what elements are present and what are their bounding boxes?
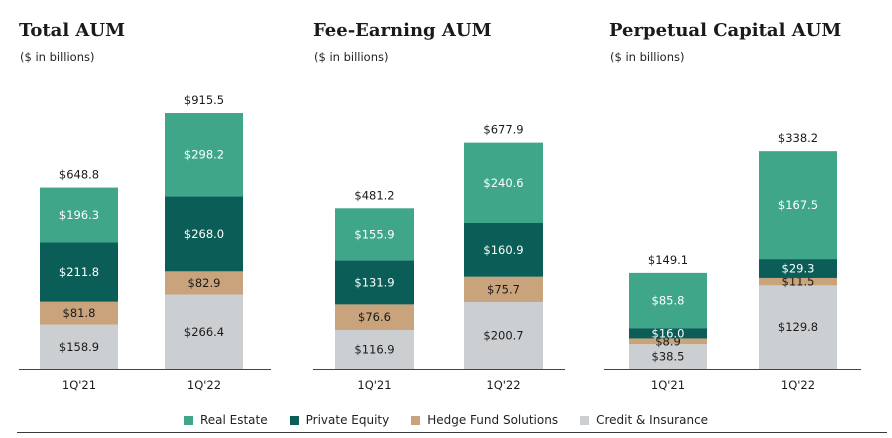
data-label-real-estate: $85.8 <box>652 294 685 308</box>
data-label-credit-insurance: $158.9 <box>59 340 99 354</box>
bar-segment-real-estate <box>40 187 118 243</box>
total-label: $648.8 <box>59 168 99 182</box>
total-label: $677.9 <box>483 123 523 137</box>
chart-title: Total AUM <box>19 20 126 41</box>
data-label-private-equity: $211.8 <box>59 265 99 279</box>
data-label-private-equity: $29.3 <box>782 262 815 276</box>
bar-segment-private-equity <box>759 259 837 278</box>
data-label-real-estate: $240.6 <box>483 176 523 190</box>
legend-item-private-equity: Private Equity <box>289 410 390 430</box>
data-label-real-estate: $196.3 <box>59 208 99 222</box>
legend-label: Credit & Insurance <box>596 413 709 427</box>
bar-segment-private-equity <box>464 222 543 277</box>
x-tick-label: 1Q'21 <box>62 378 96 392</box>
bar-segment-hedge-fund-solutions <box>759 277 837 286</box>
x-tick-label: 1Q'22 <box>486 378 520 392</box>
total-label: $481.2 <box>354 188 394 202</box>
data-label-hedge-fund-solutions: $11.5 <box>782 275 815 289</box>
legend-swatch <box>289 415 299 425</box>
data-label-credit-insurance: $129.8 <box>778 320 818 334</box>
legend-label: Real Estate <box>199 413 268 427</box>
bar-segment-hedge-fund-solutions <box>464 276 543 302</box>
chart-panel-perpetual-capital-aum: Perpetual Capital AUM ($ in billions) $3… <box>604 0 869 400</box>
x-tick-label: 1Q'21 <box>651 378 685 392</box>
chart-perpetual-capital-aum: $38.5$8.9$16.0$85.8$149.11Q'21$129.8$11.… <box>604 131 861 392</box>
data-label-hedge-fund-solutions: $76.6 <box>358 310 391 324</box>
data-label-private-equity: $160.9 <box>483 243 523 257</box>
bar-segment-credit-insurance <box>335 329 414 369</box>
data-label-credit-insurance: $116.9 <box>354 342 394 356</box>
bar-segment-real-estate <box>165 113 243 197</box>
total-label: $149.1 <box>648 253 688 267</box>
data-label-real-estate: $155.9 <box>354 227 394 241</box>
chart-subtitle: ($ in billions) <box>314 50 389 64</box>
x-tick-label: 1Q'22 <box>187 378 221 392</box>
legend-item-credit-insurance: Credit & Insurance <box>580 410 708 430</box>
data-label-real-estate: $298.2 <box>184 148 224 162</box>
legend-swatch <box>580 415 590 425</box>
bar-segment-credit-insurance <box>40 324 118 369</box>
chart-panel-fee-earning-aum: Fee-Earning AUM ($ in billions) $116.9 $7… <box>313 0 565 400</box>
data-label-hedge-fund-solutions: $75.7 <box>487 282 520 296</box>
bar-segment-real-estate <box>629 272 707 329</box>
bar-segment-private-equity <box>629 328 707 339</box>
legend-swatch <box>411 415 421 425</box>
x-tick-label: 1Q'21 <box>357 378 391 392</box>
bar-segment-hedge-fund-solutions <box>40 301 118 325</box>
chart-total-aum: $158.9 $81.8 $211.8 $196.3 $648.8 1Q'21 $266.4… <box>19 93 271 392</box>
bar-segment-hedge-fund-solutions <box>165 271 243 295</box>
total-label: $915.5 <box>184 93 224 107</box>
bottom-divider <box>17 432 887 433</box>
x-tick-label: 1Q'22 <box>781 378 815 392</box>
data-label-private-equity: $268.0 <box>184 227 224 241</box>
chart-fee-earning-aum: $116.9 $76.6 $131.9 $155.9 $481.2 1Q'21 $200.7… <box>313 123 565 392</box>
chart-legend: Real Estate Private Equity Hedge Fund So… <box>0 410 892 430</box>
chart-panel-total-aum: Total AUM ($ in billions) $158.9 $81.8 $21… <box>19 0 271 400</box>
chart-title: Fee-Earning AUM <box>313 20 492 41</box>
data-label-credit-insurance: $38.5 <box>652 350 685 364</box>
data-label-hedge-fund-solutions: $81.8 <box>63 306 96 320</box>
bar-segment-credit-insurance <box>165 294 243 369</box>
bar-segment-real-estate <box>759 151 837 260</box>
bar-segment-private-equity <box>165 196 243 272</box>
data-label-private-equity: $16.0 <box>652 326 685 340</box>
data-label-real-estate: $167.5 <box>778 198 818 212</box>
bar-segment-real-estate <box>335 208 414 261</box>
bar-segment-private-equity <box>40 242 118 302</box>
bar-segment-real-estate <box>464 142 543 223</box>
legend-label: Private Equity <box>305 413 390 427</box>
legend-label: Hedge Fund Solutions <box>427 413 559 427</box>
chart-subtitle: ($ in billions) <box>610 50 685 64</box>
chart-title: Perpetual Capital AUM <box>609 20 842 41</box>
bar-segment-credit-insurance <box>629 344 707 369</box>
legend-item-real-estate: Real Estate <box>183 410 268 430</box>
legend-swatch <box>183 415 193 425</box>
total-label: $338.2 <box>778 131 818 145</box>
bar-segment-hedge-fund-solutions <box>335 304 414 330</box>
data-label-credit-insurance: $266.4 <box>184 325 224 339</box>
chart-subtitle: ($ in billions) <box>20 50 95 64</box>
bar-segment-hedge-fund-solutions <box>629 338 707 345</box>
legend-item-hedge-fund-solutions: Hedge Fund Solutions <box>411 410 558 430</box>
data-label-hedge-fund-solutions: $82.9 <box>188 276 221 290</box>
bar-segment-credit-insurance <box>759 285 837 369</box>
bar-segment-credit-insurance <box>464 301 543 369</box>
data-label-credit-insurance: $200.7 <box>483 328 523 342</box>
bar-segment-private-equity <box>335 260 414 305</box>
data-label-private-equity: $131.9 <box>354 275 394 289</box>
